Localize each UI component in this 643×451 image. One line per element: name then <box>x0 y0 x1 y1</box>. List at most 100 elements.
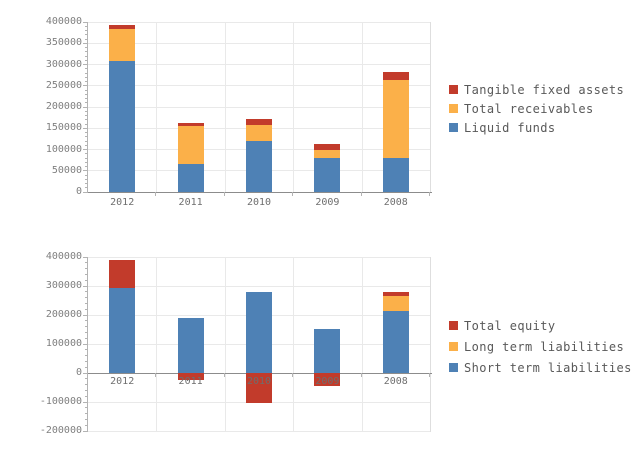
y-minor-tick <box>85 30 87 31</box>
y-minor-tick <box>85 132 87 133</box>
y-tick-label: -200000 <box>39 425 82 436</box>
legend-label: Liquid funds <box>464 121 556 135</box>
y-minor-tick <box>85 144 87 146</box>
y-minor-tick <box>85 25 87 27</box>
y-tick-label: 350000 <box>45 37 82 49</box>
bar-segment-red <box>382 292 409 297</box>
bar-segment-red <box>177 122 204 126</box>
legend-label: Total equity <box>464 319 556 333</box>
bar-segment-blue <box>382 310 409 373</box>
gridline-h <box>88 85 430 87</box>
y-major-tick <box>83 106 87 108</box>
y-minor-tick <box>85 183 87 184</box>
gridline-v <box>224 22 226 192</box>
y-tick-label: 0 <box>75 367 82 378</box>
x-tick-mark <box>223 373 225 377</box>
y-minor-tick <box>85 273 87 275</box>
y-tick-label: 200000 <box>45 309 82 320</box>
y-minor-tick <box>85 115 87 116</box>
y-minor-tick <box>85 355 87 357</box>
legend-label: Long term liabilities <box>464 340 625 354</box>
x-tick-label: 2012 <box>110 376 135 387</box>
gridline-h <box>88 430 430 432</box>
y-major-tick <box>83 21 87 23</box>
right-spine <box>430 22 431 193</box>
bar-segment-orange <box>246 125 272 141</box>
gridline-h <box>88 106 430 108</box>
y-minor-tick <box>85 119 87 121</box>
bar-segment-blue <box>314 158 341 192</box>
y-tick-label: 150000 <box>45 122 82 134</box>
legend-label: Total receivables <box>464 102 594 116</box>
y-minor-tick <box>85 174 87 176</box>
y-tick-label: 50000 <box>51 164 82 176</box>
y-minor-tick <box>85 51 87 53</box>
x-tick-mark <box>223 192 225 196</box>
bar-segment-blue <box>314 328 341 373</box>
bar-segment-blue <box>177 163 204 192</box>
x-tick-label: 2009 <box>315 197 340 208</box>
x-tick-mark <box>360 373 362 377</box>
y-minor-tick <box>85 68 87 70</box>
y-minor-tick <box>85 187 87 189</box>
y-minor-tick <box>85 320 87 322</box>
legend-swatch-orange <box>449 104 458 113</box>
x-tick-mark <box>155 373 157 377</box>
bar-segment-blue <box>246 291 272 373</box>
bar-segment-red <box>177 373 204 381</box>
y-major-tick <box>83 85 87 87</box>
y-major-tick <box>83 42 87 44</box>
gridline-v <box>224 257 226 431</box>
y-minor-tick <box>85 38 87 40</box>
bar-segment-blue <box>109 288 136 373</box>
gridline-h <box>88 285 430 287</box>
y-minor-tick <box>85 349 87 351</box>
legend-swatch-blue <box>449 123 458 132</box>
y-minor-tick <box>85 102 87 104</box>
x-axis-line <box>88 191 432 193</box>
bar-segment-orange <box>382 80 409 158</box>
legend-swatch-red <box>449 321 458 330</box>
x-tick-label: 2011 <box>178 197 203 208</box>
x-tick-mark <box>429 373 430 377</box>
y-tick-label: 300000 <box>45 58 82 70</box>
legend-swatch-orange <box>449 342 458 351</box>
x-tick-mark <box>155 192 157 196</box>
bar-segment-orange <box>177 125 204 164</box>
y-tick-label: 0 <box>75 186 82 197</box>
bar-segment-red <box>109 259 136 289</box>
y-axis-spine <box>87 22 88 193</box>
x-tick-label: 2011 <box>178 376 203 387</box>
y-minor-tick <box>85 326 87 328</box>
gridline-h <box>88 42 430 44</box>
y-minor-tick <box>85 297 87 299</box>
x-tick-label: 2010 <box>246 197 272 208</box>
bar-segment-red <box>314 373 341 387</box>
y-major-tick <box>83 127 87 129</box>
bar-segment-red <box>246 119 272 126</box>
y-minor-tick <box>85 76 87 78</box>
legend-label: Short term liabilities <box>464 361 632 375</box>
bar-segment-blue <box>109 61 136 192</box>
y-minor-tick <box>85 302 87 304</box>
y-minor-tick <box>85 136 87 138</box>
x-tick-label: 2008 <box>383 376 408 387</box>
y-minor-tick <box>85 123 87 125</box>
y-minor-tick <box>85 262 87 264</box>
gridline-v <box>361 22 363 192</box>
gridline-h <box>88 256 430 258</box>
y-tick-label: 400000 <box>45 251 82 262</box>
y-major-tick <box>83 343 87 345</box>
y-minor-tick <box>85 384 87 386</box>
x-tick-mark <box>292 192 294 196</box>
y-major-tick <box>83 372 87 374</box>
y-minor-tick <box>85 268 87 270</box>
bar-segment-blue <box>177 317 204 373</box>
y-major-tick <box>83 401 87 403</box>
y-tick-label: 100000 <box>45 338 82 349</box>
y-minor-tick <box>85 55 87 57</box>
y-minor-tick <box>85 337 87 339</box>
x-tick-mark <box>429 192 430 196</box>
y-minor-tick <box>85 418 87 420</box>
